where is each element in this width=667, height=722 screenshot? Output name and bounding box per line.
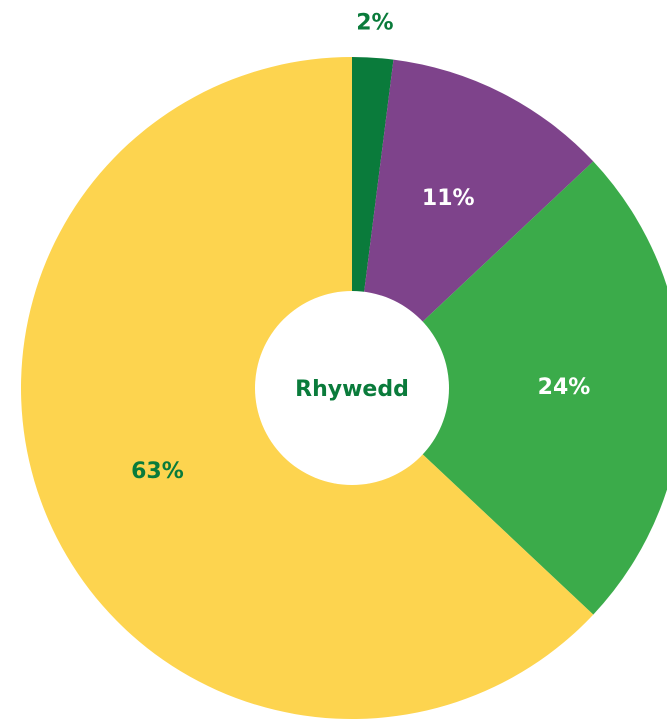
value-label: 2%: [356, 11, 393, 36]
donut-hole: [255, 291, 449, 485]
value-label: 24%: [538, 375, 591, 400]
slice: [352, 161, 667, 615]
value-label: 63%: [131, 459, 184, 484]
value-label: 11%: [422, 186, 475, 211]
slice: [352, 59, 594, 388]
center-label: Rhywedd: [295, 377, 409, 402]
